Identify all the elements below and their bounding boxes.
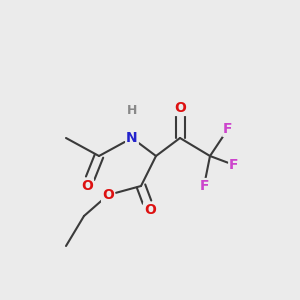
Text: O: O: [174, 101, 186, 115]
Text: F: F: [223, 122, 233, 136]
Text: O: O: [81, 179, 93, 193]
Text: O: O: [144, 203, 156, 217]
Text: N: N: [126, 131, 138, 145]
Text: F: F: [229, 158, 239, 172]
Text: H: H: [127, 104, 137, 118]
Text: O: O: [102, 188, 114, 202]
Text: F: F: [199, 179, 209, 193]
